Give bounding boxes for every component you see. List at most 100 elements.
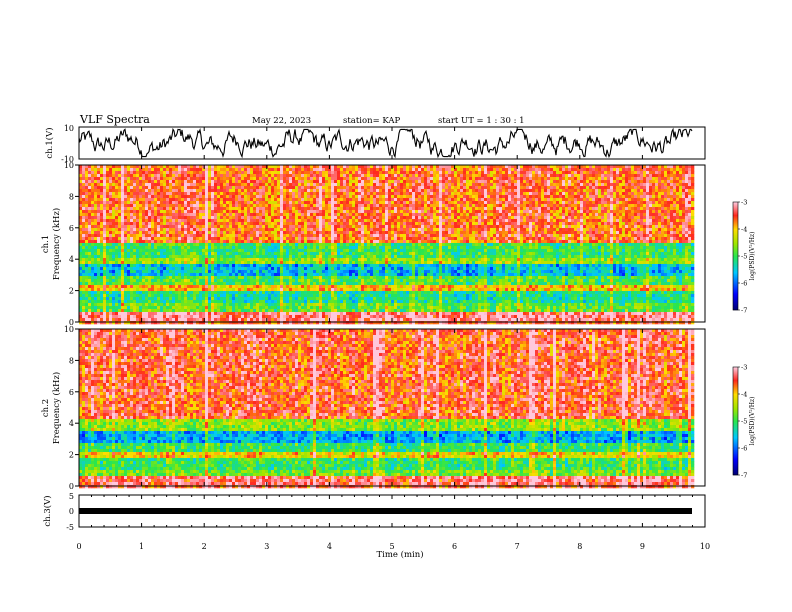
spec1-cell: [100, 213, 104, 217]
spec1-cell: [559, 216, 563, 220]
spec1-cell: [691, 180, 695, 184]
spec1-cell: [124, 204, 128, 208]
spec1-cell: [355, 198, 359, 202]
spec1-cell: [130, 183, 134, 187]
spec1-cell: [166, 165, 170, 169]
spec1-cell: [412, 222, 416, 226]
spec1-cell: [391, 177, 395, 181]
spec1-cell: [115, 234, 119, 238]
spec1-cell: [568, 189, 572, 193]
spec1-cell: [685, 222, 689, 226]
spec1-cell: [388, 174, 392, 178]
spec1-cell: [337, 231, 341, 235]
spec1-cell: [349, 180, 353, 184]
spec1-cell: [643, 174, 647, 178]
spec1-cell: [403, 174, 407, 178]
spec1-cell: [472, 231, 476, 235]
spec1-cell: [538, 195, 542, 199]
spec1-cell: [568, 177, 572, 181]
spec1-cell: [181, 186, 185, 190]
spec1-cell: [424, 219, 428, 223]
spec1-cell: [658, 213, 662, 217]
spec1-cell: [130, 198, 134, 202]
spec1-cell: [223, 228, 227, 232]
spec1-cell: [394, 222, 398, 226]
spec1-cell: [433, 228, 437, 232]
spec1-cell: [187, 222, 191, 226]
spec1-cell: [523, 222, 527, 226]
spec1-cell: [511, 180, 515, 184]
spec1-cell: [295, 165, 299, 169]
spec1-cell: [94, 231, 98, 235]
spec1-cell: [166, 210, 170, 214]
spec1-cell: [451, 231, 455, 235]
spec1-cell: [538, 177, 542, 181]
spec1-cell: [523, 210, 527, 214]
spec1-cell: [367, 165, 371, 169]
spec1-cell: [442, 174, 446, 178]
spec1-cell: [166, 189, 170, 193]
spec1-cell: [655, 171, 659, 175]
spec1-cell: [100, 174, 104, 178]
spec1-cell: [334, 213, 338, 217]
spec1-cell: [463, 174, 467, 178]
spec1-cell: [565, 204, 569, 208]
spec1-cell: [145, 207, 149, 211]
spec1-cell: [220, 177, 224, 181]
spec1-cell: [271, 177, 275, 181]
spec1-cell: [235, 216, 239, 220]
spec1-cell: [568, 183, 572, 187]
spec1-cell: [457, 204, 461, 208]
spec1-cell: [664, 195, 668, 199]
spec1-cell: [649, 198, 653, 202]
spec1-cell: [211, 228, 215, 232]
spec1-cell: [625, 225, 629, 229]
spec1-cell: [451, 183, 455, 187]
spec1-cell: [166, 201, 170, 205]
spec1-cell: [658, 180, 662, 184]
spec1-cell: [235, 198, 239, 202]
spec1-cell: [577, 180, 581, 184]
spec1-cell: [127, 234, 131, 238]
spec1-cell: [289, 195, 293, 199]
spec1-cell: [199, 198, 203, 202]
spec1-cell: [322, 195, 326, 199]
spec1-cell: [232, 216, 236, 220]
spec1-cell: [367, 225, 371, 229]
spec1-cell: [541, 219, 545, 223]
spec1-cell: [244, 219, 248, 223]
spec1-cell: [184, 180, 188, 184]
spec1-cell: [286, 192, 290, 196]
spec1-cell: [655, 222, 659, 226]
spec1-cell: [400, 222, 404, 226]
spec1-cell: [394, 231, 398, 235]
spec1-cell: [460, 174, 464, 178]
spec1-cell: [490, 222, 494, 226]
spec1-cell: [277, 234, 281, 238]
spec1-cell: [658, 198, 662, 202]
spec1-cell: [421, 210, 425, 214]
spec1-cell: [394, 219, 398, 223]
spec1-cell: [322, 222, 326, 226]
spec1-cell: [655, 204, 659, 208]
spec1-cell: [160, 192, 164, 196]
spec1-cell: [238, 171, 242, 175]
spec1-cell: [178, 165, 182, 169]
spec1-cell: [133, 171, 137, 175]
spec1-cell: [475, 174, 479, 178]
spec1-cell: [223, 174, 227, 178]
spec1-cell: [454, 186, 458, 190]
spec1-cell: [124, 216, 128, 220]
spec1-cell: [325, 195, 329, 199]
spec1-cell: [118, 216, 122, 220]
spec1-cell: [235, 201, 239, 205]
spec1-cell: [337, 207, 341, 211]
spec1-cell: [289, 171, 293, 175]
spec1-cell: [676, 183, 680, 187]
spec1-cell: [457, 222, 461, 226]
spec1-cell: [433, 204, 437, 208]
spec1-cell: [664, 165, 668, 169]
spec1-cell: [367, 216, 371, 220]
spec1-cell: [325, 213, 329, 217]
spec1-cell: [322, 210, 326, 214]
